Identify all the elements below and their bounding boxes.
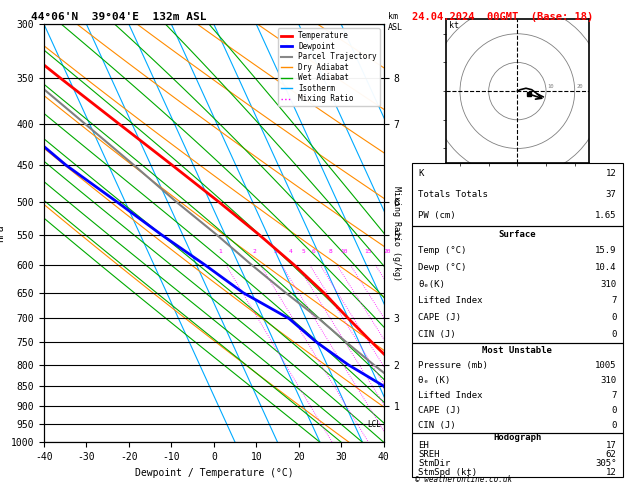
X-axis label: Dewpoint / Temperature (°C): Dewpoint / Temperature (°C) [135,468,293,478]
Text: 20: 20 [576,84,582,89]
Text: 2: 2 [252,249,256,254]
Text: EH: EH [418,441,429,451]
Text: Most Unstable: Most Unstable [482,346,552,355]
Text: Hodograph: Hodograph [493,433,542,441]
Text: CIN (J): CIN (J) [418,420,456,430]
Text: © weatheronline.co.uk: © weatheronline.co.uk [415,474,512,484]
Text: 1: 1 [218,249,221,254]
Text: 0: 0 [611,405,616,415]
Text: 24.04.2024  00GMT  (Base: 18): 24.04.2024 00GMT (Base: 18) [412,12,593,22]
Text: θₑ (K): θₑ (K) [418,376,450,384]
Text: 0: 0 [611,330,616,339]
Text: 12: 12 [606,469,616,477]
Text: Pressure (mb): Pressure (mb) [418,361,488,370]
Text: 310: 310 [600,280,616,289]
Text: CAPE (J): CAPE (J) [418,405,461,415]
Text: 10: 10 [340,249,347,254]
Text: 62: 62 [606,451,616,459]
Text: 1.65: 1.65 [595,211,616,220]
Text: 1005: 1005 [595,361,616,370]
Text: 7: 7 [611,296,616,306]
Text: 10.4: 10.4 [595,263,616,272]
Text: Mixing Ratio (g/kg): Mixing Ratio (g/kg) [392,186,401,281]
Text: LCL: LCL [368,420,382,429]
Text: 17: 17 [606,441,616,451]
Text: 44°06'N  39°04'E  132m ASL: 44°06'N 39°04'E 132m ASL [31,12,207,22]
Text: 4: 4 [289,249,292,254]
Text: θₑ(K): θₑ(K) [418,280,445,289]
Text: PW (cm): PW (cm) [418,211,456,220]
Text: K: K [418,169,424,178]
Text: 305°: 305° [595,459,616,469]
Text: StmSpd (kt): StmSpd (kt) [418,469,477,477]
Text: Lifted Index: Lifted Index [418,296,483,306]
Text: 15: 15 [365,249,372,254]
Text: 20: 20 [383,249,391,254]
Text: Dewp (°C): Dewp (°C) [418,263,467,272]
Text: Surface: Surface [499,230,536,239]
Text: kt: kt [448,21,459,30]
Legend: Temperature, Dewpoint, Parcel Trajectory, Dry Adiabat, Wet Adiabat, Isotherm, Mi: Temperature, Dewpoint, Parcel Trajectory… [277,28,380,106]
Text: km
ASL: km ASL [388,12,403,32]
Text: 15.9: 15.9 [595,246,616,256]
Text: Lifted Index: Lifted Index [418,391,483,399]
Text: 12: 12 [606,169,616,178]
Text: 8: 8 [328,249,332,254]
Text: Totals Totals: Totals Totals [418,190,488,199]
Text: 10: 10 [547,84,554,89]
Text: Temp (°C): Temp (°C) [418,246,467,256]
Text: 7: 7 [611,391,616,399]
Text: StmDir: StmDir [418,459,450,469]
Text: CAPE (J): CAPE (J) [418,313,461,322]
Text: CIN (J): CIN (J) [418,330,456,339]
Text: 3: 3 [273,249,277,254]
Text: 6: 6 [311,249,315,254]
Text: 310: 310 [600,376,616,384]
Text: 37: 37 [606,190,616,199]
Text: 0: 0 [611,420,616,430]
Y-axis label: hPa: hPa [0,225,5,242]
Text: 0: 0 [611,313,616,322]
Text: 5: 5 [301,249,305,254]
Text: SREH: SREH [418,451,440,459]
